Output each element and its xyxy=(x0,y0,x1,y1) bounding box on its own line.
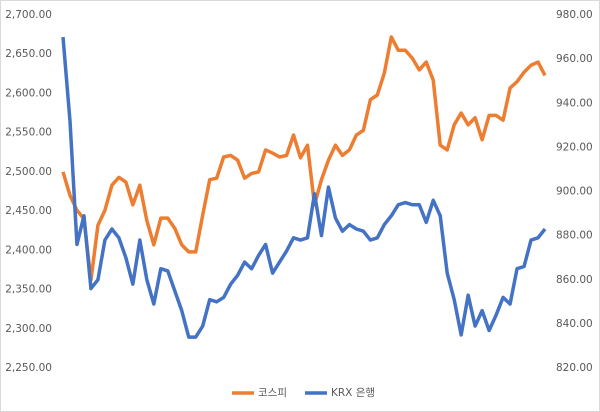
y-tick-label: 2,400.00 xyxy=(5,244,52,256)
y-tick-label: 2,500.00 xyxy=(5,166,52,178)
legend-label: KRX 은행 xyxy=(331,387,375,399)
y2-tick-label: 900.00 xyxy=(556,186,593,198)
y2-tick-label: 920.00 xyxy=(556,141,593,153)
y-tick-label: 2,600.00 xyxy=(5,87,52,99)
y2-tick-label: 860.00 xyxy=(556,274,593,286)
y-tick-label: 2,300.00 xyxy=(5,323,52,335)
line-series xyxy=(61,35,547,282)
y-tick-label: 2,250.00 xyxy=(5,362,52,374)
y2-tick-label: 840.00 xyxy=(556,318,593,330)
line-series xyxy=(61,36,547,339)
y2-tick-label: 940.00 xyxy=(556,97,593,109)
y-tick-label: 2,350.00 xyxy=(5,284,52,296)
y2-tick-label: 980.00 xyxy=(556,9,593,21)
y2-tick-label: 880.00 xyxy=(556,230,593,242)
legend-label: 코스피 xyxy=(258,387,287,399)
y-tick-label: 2,450.00 xyxy=(5,205,52,217)
y-tick-label: 2,650.00 xyxy=(5,48,52,60)
y2-tick-label: 820.00 xyxy=(556,362,593,374)
y-tick-label: 2,550.00 xyxy=(5,127,52,139)
y2-tick-label: 960.00 xyxy=(556,53,593,65)
y-tick-label: 2,700.00 xyxy=(5,9,52,21)
